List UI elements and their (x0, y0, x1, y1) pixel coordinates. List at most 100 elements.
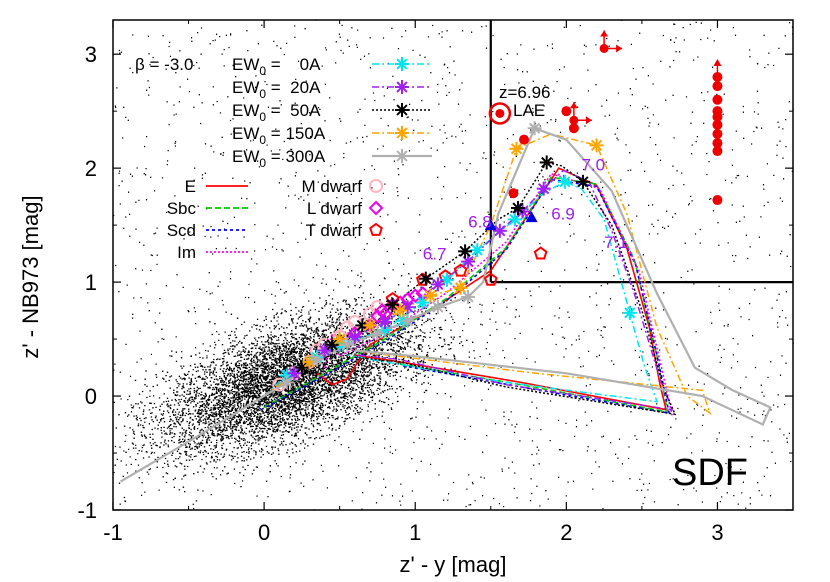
dwarf-legend: M dwarf L dwarf T dwarf (302, 177, 384, 240)
lae-legend-label-1: EW0 = 20A (232, 78, 321, 101)
y-tick-label: 2 (85, 156, 97, 181)
lae-redshift-point-4 (400, 313, 415, 328)
lae-redshift-point-3 (589, 138, 604, 153)
template-legend: E Sbc Scd Im (167, 177, 248, 262)
y-tick-label: -1 (77, 498, 97, 523)
t-dwarf-point (483, 272, 498, 286)
lae-redshift-point-4 (461, 289, 476, 304)
lae-legend-marker-2 (395, 103, 409, 117)
lae-legend-marker-3 (395, 126, 409, 140)
template-legend-label-3: Im (177, 243, 196, 262)
dwarf-legend-marker-2 (369, 222, 383, 236)
red-candidate-point (508, 188, 519, 199)
lae-redshift-point-1 (536, 181, 551, 196)
red-candidate-point (712, 119, 723, 130)
lae-redshift-point-4 (527, 121, 542, 136)
y-tick-label: 3 (85, 42, 97, 67)
lae-redshift-point-1 (287, 366, 302, 381)
lae-redshift-point-3 (393, 303, 408, 318)
lae-redshift-point-4 (370, 326, 385, 341)
lae-redshift-point-2 (418, 271, 433, 286)
lae-redshift-point-2 (458, 244, 473, 259)
redshift-label: 6.8 (468, 212, 492, 231)
red-candidate-point (712, 195, 723, 206)
template-legend-label-1: Sbc (167, 199, 197, 218)
lae-redshift-point-3 (423, 288, 438, 303)
red-candidate-point (712, 138, 723, 149)
lae-redshift-point-1 (378, 314, 392, 329)
lae-legend-label-4: EW0 = 300A (232, 147, 326, 170)
red-limit-arrow (599, 30, 623, 53)
redshift-label: 6.7 (423, 244, 447, 263)
lae-redshift-point-1 (461, 254, 476, 269)
markers (272, 30, 723, 392)
l-dwarf-point (407, 288, 423, 304)
x-tick-label: -1 (103, 520, 123, 545)
lae-track-1 (263, 169, 674, 411)
red-candidate-point (561, 106, 572, 117)
lae-redshift-point-4 (340, 337, 355, 352)
lae-redshift-point-4 (430, 300, 445, 315)
redshift-label: 7.0 (581, 155, 605, 174)
lae-redshift-point-1 (317, 343, 332, 358)
red-candidate-point (712, 94, 723, 105)
lae-legend-label-0: EW0 = 0A (232, 55, 321, 78)
dwarf-legend-marker-0 (369, 179, 383, 193)
lae-redshift-point-0 (470, 243, 485, 258)
lae-redshift-point-0 (622, 305, 637, 320)
template-curve-sbc (263, 176, 669, 414)
beta-label: β = -3.0 (135, 55, 193, 74)
annotations: z=6.96 LAE 6.7 6.8 6.9 7.0 7.1 (423, 83, 628, 263)
red-candidate-point (519, 134, 530, 145)
dwarf-legend-label-0: M dwarf (302, 177, 363, 196)
redshift-label: 7.1 (604, 233, 628, 252)
lae-redshift-point-4 (310, 352, 324, 367)
l-dwarf-point (374, 303, 390, 318)
template-legend-label-0: E (185, 177, 196, 196)
x-axis-label: z' - y [mag] (400, 552, 507, 577)
red-candidate-point (712, 81, 723, 92)
panel-label: SDF (672, 452, 748, 494)
blue-triangle-point (525, 211, 538, 223)
t-dwarf-point (453, 263, 468, 277)
lae-redshift-point-2 (294, 360, 309, 375)
dwarf-legend-label-2: T dwarf (306, 221, 363, 240)
blue-triangle-point (484, 219, 497, 231)
lae-redshift-point-1 (492, 223, 507, 238)
lae-legend-marker-4 (395, 149, 409, 163)
dwarf-legend-marker-1 (368, 200, 384, 216)
red-limit-arrow (569, 102, 592, 125)
template-curve-e (316, 167, 668, 411)
lae-label-line1: z=6.96 (499, 83, 551, 102)
lae-legend-marker-1 (395, 80, 409, 94)
field-sources-scatter (113, 19, 794, 511)
x-tick-label: 2 (560, 520, 572, 545)
lae-redshift-point-3 (332, 332, 347, 347)
y-axis-label: z' - NB973 [mag] (18, 195, 43, 358)
lae-redshift-point-0 (507, 212, 522, 227)
lae-label-line2: LAE (513, 101, 545, 120)
lae-redshift-point-2 (385, 297, 400, 312)
red-candidate-point (568, 123, 579, 134)
red-candidate-point (712, 146, 723, 157)
field-source-dots (113, 19, 794, 511)
lae-redshift-point-2 (575, 174, 590, 189)
lae-legend-marker-0 (395, 57, 409, 71)
x-tick-label: 1 (409, 520, 421, 545)
lae-target-marker (488, 102, 512, 125)
lae-redshift-point-1 (430, 277, 445, 292)
red-candidate-point (712, 111, 723, 122)
lae-redshift-point-2 (325, 337, 340, 352)
lae-redshift-point-2 (510, 201, 525, 216)
y-tick-label: 1 (85, 270, 97, 295)
lae-redshift-point-3 (453, 280, 468, 295)
lae-redshift-point-4 (279, 375, 294, 390)
t-dwarf-point (533, 246, 548, 260)
redshift-label: 6.9 (551, 204, 575, 223)
plot-frame (112, 19, 794, 511)
lae-track-3 (263, 133, 712, 416)
lae-legend-label-2: EW0 = 50A (232, 101, 321, 124)
lae-redshift-point-0 (557, 174, 572, 189)
